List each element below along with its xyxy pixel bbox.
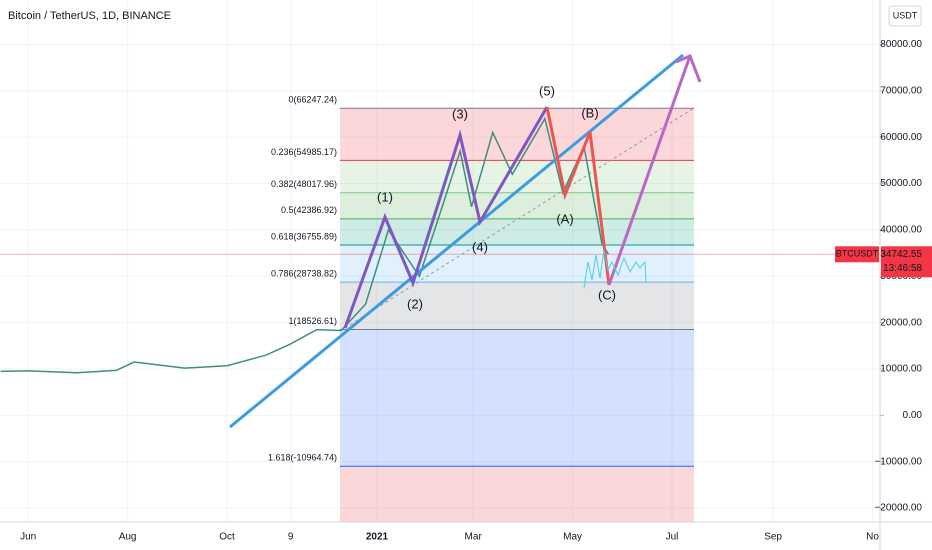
currency-label[interactable]: USDT	[893, 10, 918, 20]
price-tag-value: 34742.55	[880, 249, 922, 260]
wave-label: (4)	[472, 239, 488, 254]
x-tick-label: Jul	[666, 532, 679, 543]
trend-line	[229, 53, 684, 429]
y-tick-label: 0.00	[903, 410, 923, 421]
projection-arrow	[607, 55, 692, 286]
fib-label: 0.236(54985.17)	[271, 147, 337, 157]
y-tick-label: 40000.00	[880, 225, 922, 236]
x-tick-label: Mar	[465, 532, 483, 543]
y-tick-label: −20000.00	[874, 503, 922, 514]
squiggle	[583, 249, 647, 289]
y-tick-label: 70000.00	[880, 85, 922, 96]
fib-zone	[340, 108, 694, 161]
x-tick-label: No	[866, 532, 879, 543]
wave-impulse	[343, 106, 549, 329]
y-tick-label: 10000.00	[880, 364, 922, 375]
wave-label: (3)	[452, 106, 468, 121]
chart-title: Bitcoin / TetherUS, 1D, BINANCE	[8, 10, 171, 22]
wave-label: (C)	[598, 287, 616, 302]
x-tick-label: Jun	[20, 532, 36, 543]
fib-zone	[340, 329, 694, 467]
x-tick-label: 2021	[366, 532, 389, 543]
fib-zone	[340, 244, 694, 283]
currency-button[interactable]	[888, 5, 922, 27]
wave-label: (5)	[539, 83, 555, 98]
x-tick-label: Oct	[219, 532, 235, 543]
fib-label: 0.618(36755.89)	[271, 231, 337, 241]
fib-trend	[344, 107, 695, 329]
price-tag-symbol-box	[835, 246, 879, 263]
price-tag-countdown: 13:46:58	[883, 263, 922, 274]
fib-zone	[340, 282, 694, 330]
x-tick-label: May	[563, 532, 582, 543]
y-tick-label: 20000.00	[880, 317, 922, 328]
price-tag-symbol: BTCUSDT	[836, 249, 879, 259]
y-tick-label: −10000.00	[874, 456, 922, 467]
x-tick-label: Sep	[764, 532, 782, 543]
y-tick-label: 50000.00	[880, 178, 922, 189]
fib-label: 0.5(42386.92)	[281, 205, 337, 215]
wave-correction	[545, 106, 611, 286]
fib-zone	[340, 218, 694, 245]
y-tick-label: 60000.00	[880, 132, 922, 143]
wave-label: (B)	[581, 105, 598, 120]
arrow-head	[675, 54, 702, 83]
fib-label: 0(66247.24)	[288, 95, 337, 105]
fib-label: 0.786(28738.82)	[271, 268, 337, 278]
fib-label: 1(18526.61)	[288, 316, 337, 326]
x-tick-label: Aug	[119, 532, 137, 543]
price-line-series	[0, 116, 610, 374]
x-tick-label: 9	[288, 532, 294, 543]
wave-label: (A)	[556, 211, 573, 226]
fib-label: 0.382(48017.96)	[271, 179, 337, 189]
price-tag-box	[881, 246, 932, 278]
wave-label: (2)	[407, 296, 423, 311]
y-tick-label: 80000.00	[880, 39, 922, 50]
fib-label: 1.618(-10964.74)	[268, 453, 337, 463]
wave-label: (1)	[377, 189, 393, 204]
fib-zone	[340, 466, 694, 522]
